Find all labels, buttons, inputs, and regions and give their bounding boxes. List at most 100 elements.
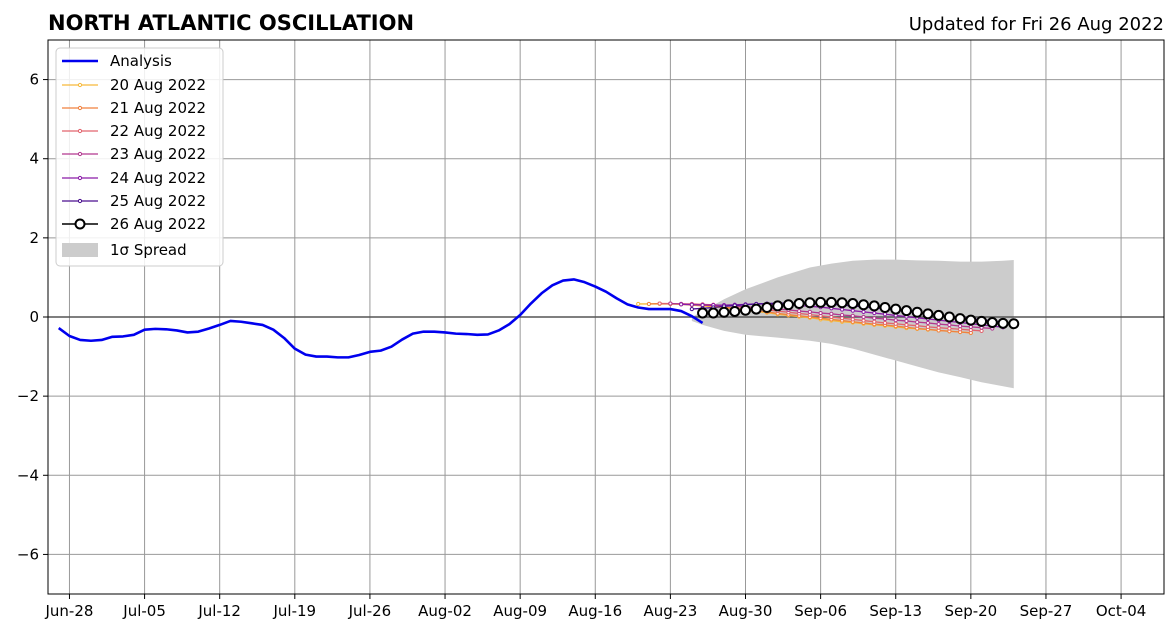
legend-label: 1σ Spread: [110, 241, 187, 259]
forecast-point: [861, 309, 866, 314]
forecast-point: [829, 311, 834, 316]
legend-swatch-marker: [77, 128, 83, 134]
forecast-series: [697, 296, 1020, 330]
forecast-point: [707, 307, 719, 319]
analysis-line: [57, 278, 704, 359]
x-tick-label: Sep-06: [794, 602, 847, 620]
forecast-point: [997, 317, 1009, 329]
forecast-point: [761, 302, 773, 314]
forecast-point: [697, 307, 709, 319]
forecast-point: [858, 299, 870, 311]
forecast-point: [740, 304, 751, 316]
forecast-point: [668, 301, 673, 306]
forecast-point: [915, 323, 920, 328]
x-tick-label: Aug-09: [493, 602, 547, 620]
legend-label: 20 Aug 2022: [110, 76, 206, 94]
forecast-point: [882, 316, 888, 322]
legend-swatch-marker: [77, 151, 83, 157]
forecast-point: [872, 319, 877, 324]
x-tick-label: Jun-28: [44, 602, 93, 620]
forecast-point: [657, 301, 662, 306]
forecast-point: [922, 308, 934, 320]
forecast-point: [807, 309, 812, 314]
forecast-point: [861, 314, 866, 320]
forecast-point: [882, 312, 888, 317]
forecast-point: [793, 298, 805, 310]
y-tick-label: 2: [29, 229, 39, 247]
x-tick-label: Jul-19: [273, 602, 317, 620]
legend: Analysis 20 Aug 2022 21 Aug 2022 22 Aug 202…: [55, 47, 224, 267]
forecast-point: [900, 305, 912, 317]
forecast-point: [965, 314, 977, 326]
legend-label: Analysis: [110, 52, 172, 70]
forecast-point: [729, 305, 741, 317]
forecast-point: [904, 318, 909, 324]
forecast-point: [933, 309, 945, 321]
x-tick-label: Jul-05: [122, 602, 166, 620]
forecast-point: [925, 320, 931, 326]
forecast-point: [718, 306, 730, 318]
y-tick-label: −6: [17, 545, 39, 563]
forecast-point: [947, 326, 952, 331]
forecast-point: [750, 303, 762, 315]
legend-label: 21 Aug 2022: [110, 99, 206, 117]
forecast-point: [879, 302, 891, 314]
forecast-point: [943, 311, 955, 323]
y-tick-label: −4: [17, 466, 39, 484]
forecast-point: [815, 296, 827, 308]
forecast-point: [936, 325, 941, 330]
forecast-point: [915, 320, 920, 325]
forecast-point: [646, 301, 652, 307]
forecast-point: [818, 310, 823, 316]
forecast-point: [976, 315, 988, 327]
legend-label: 24 Aug 2022: [110, 169, 206, 187]
forecast-point: [679, 302, 684, 307]
x-axis-ticks: Jun-28 Jul-05 Jul-12 Jul-19 Jul-26 Aug-02 Aug-…: [44, 594, 1146, 620]
forecast-point: [847, 298, 859, 310]
y-axis-ticks: −6 −4 −2 0 2 4 6: [17, 71, 48, 563]
y-tick-label: 6: [29, 71, 39, 89]
x-tick-label: Sep-27: [1020, 602, 1073, 620]
x-tick-label: Sep-13: [869, 602, 922, 620]
x-tick-label: Aug-23: [643, 602, 697, 620]
legend-box: [55, 47, 224, 267]
forecast-point: [636, 301, 641, 307]
forecast-point: [986, 317, 998, 329]
x-tick-label: Jul-26: [348, 602, 392, 620]
x-tick-label: Aug-02: [418, 602, 472, 620]
x-tick-label: Jul-12: [197, 602, 241, 620]
forecast-point: [904, 322, 909, 328]
forecast-point: [861, 318, 866, 323]
x-tick-label: Aug-30: [719, 602, 773, 620]
x-tick-label: Aug-16: [568, 602, 622, 620]
forecast-point: [839, 307, 845, 312]
plot-frame: [47, 39, 1165, 595]
legend-label: 26 Aug 2022: [110, 215, 206, 233]
forecast-point: [782, 299, 794, 311]
forecast-point: [954, 313, 966, 325]
legend-swatch-marker: [77, 198, 83, 204]
forecast-point: [911, 306, 923, 318]
forecast-point: [839, 312, 845, 318]
forecast-point: [689, 302, 694, 307]
forecast-point: [936, 322, 941, 327]
updated-date: Updated for Fri 26 Aug 2022: [909, 14, 1164, 35]
chart-title: NORTH ATLANTIC OSCILLATION: [48, 11, 414, 35]
legend-label: 25 Aug 2022: [110, 192, 206, 210]
forecast-point: [836, 297, 848, 309]
forecast-point: [893, 321, 898, 326]
y-tick-label: −2: [17, 387, 39, 405]
legend-label: 22 Aug 2022: [110, 122, 206, 140]
forecast-point: [868, 300, 880, 312]
legend-swatch-spread: [62, 243, 98, 257]
legend-label: 23 Aug 2022: [110, 145, 206, 163]
x-tick-label: Sep-20: [944, 602, 997, 620]
forecast-point: [947, 322, 952, 328]
legend-swatch-marker: [77, 175, 83, 181]
forecast-point: [893, 318, 898, 323]
forecast-point: [772, 300, 784, 312]
analysis-layer: [57, 278, 704, 359]
legend-swatch-marker: [77, 105, 83, 111]
